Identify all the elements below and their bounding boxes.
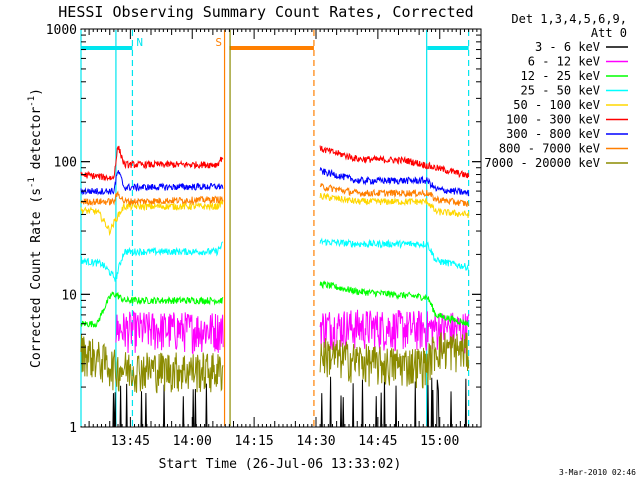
legend-entry-label: 7000 - 20000 keV (484, 156, 600, 170)
legend-title-2: Att 0 (591, 26, 627, 40)
series-800-7000keV (80, 183, 470, 208)
series-line (80, 241, 223, 282)
series-line (319, 332, 470, 389)
series-line (80, 145, 224, 182)
series-line (80, 334, 224, 394)
x-tick-label: 13:45 (111, 434, 150, 449)
y-axis-label-mid: detector (29, 107, 44, 178)
flag-bar-N (81, 46, 133, 50)
x-tick-label: 14:15 (235, 434, 274, 449)
series-line (80, 170, 224, 196)
series-line (319, 280, 470, 328)
x-tick-label: 15:00 (420, 434, 459, 449)
series-line (319, 145, 470, 179)
x-tick-label: 14:30 (296, 434, 335, 449)
series-300-800keV (80, 166, 470, 197)
chart-title: HESSI Observing Summary Count Rates, Cor… (58, 3, 473, 21)
series-line (115, 310, 224, 355)
series-group (80, 145, 470, 428)
legend-title-1: Det 1,3,4,5,6,9, (511, 12, 627, 26)
series-line (80, 199, 224, 237)
y-axis-label-sup1: -1 (27, 177, 37, 188)
y-tick-label: 1000 (46, 23, 77, 38)
y-axis-label-end: ) (29, 88, 44, 96)
series-line (80, 291, 224, 328)
legend-entry-label: 25 - 50 keV (521, 84, 600, 98)
y-axis-label: Corrected Count Rate (s-1 detector-1) (27, 88, 44, 368)
timestamp: 3-Mar-2010 02:46 (559, 468, 636, 477)
y-tick-label: 10 (61, 288, 77, 303)
legend-entry-label: 50 - 100 keV (513, 98, 600, 112)
series-50-100keV (80, 192, 470, 237)
flag-bar-S (229, 46, 314, 50)
series-line (319, 183, 470, 208)
flag-label-S: S (215, 36, 222, 49)
y-tick-label: 1 (69, 421, 77, 436)
y-axis-label-main: Corrected Count Rate (s (29, 188, 44, 368)
series-line (319, 192, 470, 218)
legend-entry-label: 800 - 7000 keV (499, 142, 600, 156)
series-line (319, 309, 470, 354)
legend-entry-label: 12 - 25 keV (521, 69, 600, 83)
flag-bar-N (427, 46, 469, 50)
series-100-300keV (80, 145, 470, 182)
series-12-25keV (80, 280, 470, 328)
series-line (319, 237, 469, 271)
flag-label-N: N (136, 36, 143, 49)
series-6-12keV (115, 309, 470, 355)
legend-entry-label: 100 - 300 keV (506, 113, 600, 127)
legend-entry-label: 3 - 6 keV (535, 40, 600, 54)
y-axis: 1 10 100 1000 (46, 23, 481, 436)
series-line (81, 383, 223, 428)
series-line (319, 166, 470, 197)
series-line (80, 190, 224, 207)
x-tick-label: 14:00 (173, 434, 212, 449)
x-axis-label: Start Time (26-Jul-06 13:33:02) (159, 457, 402, 472)
legend-entry-label: 6 - 12 keV (528, 55, 600, 69)
x-tick-label: 14:45 (358, 434, 397, 449)
x-axis: 13:45 14:00 14:15 14:30 14:45 15:00 (84, 29, 482, 449)
series-7000-20000keV (80, 332, 470, 394)
y-axis-label-sup2: -1 (27, 96, 37, 107)
series-25-50keV (80, 237, 469, 282)
y-tick-label: 100 (54, 156, 77, 171)
legend-entry-label: 300 - 800 keV (506, 127, 600, 141)
